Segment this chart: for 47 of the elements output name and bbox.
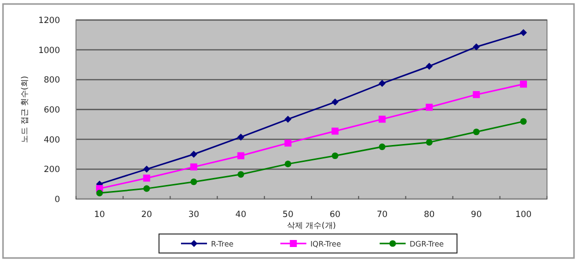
point [473,128,480,136]
point [96,190,103,196]
y-axis-title: 노드 접근 횟수(회) [20,76,29,144]
y-tick-label: 800 [44,76,60,86]
x-tick-label: 60 [330,210,340,220]
point [284,140,292,147]
point [143,185,150,192]
y-tick-label: 400 [44,135,60,146]
point [378,116,386,123]
point [378,80,386,87]
point [426,104,433,111]
x-tick-label: 30 [188,210,200,220]
x-tick-label: 100 [515,210,532,220]
point [143,166,150,173]
point [426,62,433,70]
y-tick-label: 1200 [38,16,60,26]
x-tick-label: 20 [141,210,152,220]
y-tick-label: 0 [54,195,60,205]
x-tick-label: 40 [235,210,246,220]
x-tick-label: 70 [376,210,388,220]
point [426,139,433,146]
point [190,178,198,186]
x-axis-title: 삭제 개수(개) [287,221,336,230]
y-tick-label: 1000 [38,46,60,56]
point [284,116,292,123]
point [332,152,338,160]
point [472,43,480,50]
point [190,163,198,170]
point [378,143,386,150]
point [238,171,244,178]
y-tick-label: 600 [44,106,60,116]
point [143,174,150,182]
point [520,29,527,36]
point [520,118,527,125]
y-tick-label: 200 [44,165,60,176]
point [237,152,244,160]
point [520,80,527,88]
point [284,160,292,168]
point [472,91,480,98]
point [332,128,339,135]
x-tick-label: 50 [282,210,294,220]
point [190,150,198,158]
point [332,98,339,106]
point [237,134,244,141]
x-tick-label: 90 [470,210,482,220]
x-tick-label: 10 [94,210,105,220]
x-tick-label: 80 [424,210,435,220]
